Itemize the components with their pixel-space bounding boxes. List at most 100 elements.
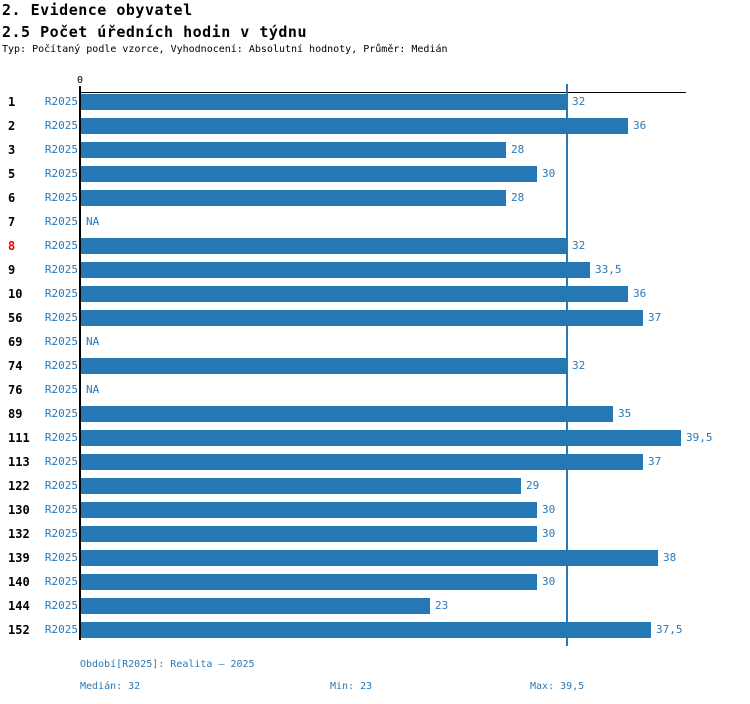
row-id-label: 56 <box>8 311 23 325</box>
row-period-label: R2025 <box>44 263 78 276</box>
row-period-label: R2025 <box>44 335 78 348</box>
row-period-label: R2025 <box>44 191 78 204</box>
row-period-label: R2025 <box>44 527 78 540</box>
footer-median-value: Medián: 32 <box>80 681 141 692</box>
bar <box>81 574 537 590</box>
row-period-label: R2025 <box>44 383 78 396</box>
bar-value-label: 35 <box>618 407 632 420</box>
bar <box>81 430 681 446</box>
row-id-label: 2 <box>8 119 16 133</box>
footer-period-note: Období[R2025]: Realita – 2025 <box>80 659 255 670</box>
row-period-label: R2025 <box>44 119 78 132</box>
row-id-label: 76 <box>8 383 23 397</box>
bar <box>81 166 537 182</box>
bar-value-label: 39,5 <box>686 431 713 444</box>
row-id-label: 6 <box>8 191 16 205</box>
median-reference-line <box>566 84 568 646</box>
na-label: NA <box>86 383 100 396</box>
chart-subtitle: Typ: Počítaný podle vzorce, Vyhodnocení:… <box>2 44 448 55</box>
row-period-label: R2025 <box>44 215 78 228</box>
bar <box>81 262 590 278</box>
row-id-label: 69 <box>8 335 23 349</box>
bar-value-label: 37 <box>648 311 662 324</box>
bar-value-label: 30 <box>542 167 556 180</box>
bar <box>81 550 658 566</box>
bar-value-label: 32 <box>572 239 586 252</box>
row-id-label: 140 <box>8 575 30 589</box>
row-id-label: 8 <box>8 239 16 253</box>
bar <box>81 358 567 374</box>
section-title: 2. Evidence obyvatel <box>2 1 193 19</box>
na-label: NA <box>86 215 100 228</box>
bar <box>81 190 506 206</box>
bar-value-label: 33,5 <box>595 263 622 276</box>
bar-value-label: 36 <box>633 119 647 132</box>
bar <box>81 622 651 638</box>
bar-value-label: 30 <box>542 503 556 516</box>
row-id-label: 1 <box>8 95 16 109</box>
row-period-label: R2025 <box>44 503 78 516</box>
bar <box>81 310 643 326</box>
row-id-label: 3 <box>8 143 16 157</box>
bar-value-label: 23 <box>435 599 449 612</box>
row-id-label: 132 <box>8 527 30 541</box>
row-id-label: 7 <box>8 215 16 229</box>
bar-value-label: 28 <box>511 143 525 156</box>
row-id-label: 89 <box>8 407 23 421</box>
bar-value-label: 37 <box>648 455 662 468</box>
row-id-label: 5 <box>8 167 16 181</box>
row-id-label: 111 <box>8 431 30 445</box>
bar <box>81 478 521 494</box>
bar-value-label: 30 <box>542 527 556 540</box>
footer-max-value: Max: 39,5 <box>530 681 585 692</box>
row-id-label: 144 <box>8 599 30 613</box>
bar-value-label: 32 <box>572 95 586 108</box>
bar <box>81 454 643 470</box>
bar <box>81 286 628 302</box>
row-period-label: R2025 <box>44 311 78 324</box>
row-period-label: R2025 <box>44 407 78 420</box>
y-axis-line <box>79 86 81 640</box>
bar <box>81 502 537 518</box>
bar <box>81 118 628 134</box>
row-id-label: 74 <box>8 359 23 373</box>
bar-value-label: 37,5 <box>656 623 683 636</box>
row-id-label: 113 <box>8 455 30 469</box>
bar-value-label: 32 <box>572 359 586 372</box>
row-id-label: 152 <box>8 623 30 637</box>
bar <box>81 526 537 542</box>
bar <box>81 406 613 422</box>
bar <box>81 94 567 110</box>
row-period-label: R2025 <box>44 623 78 636</box>
row-period-label: R2025 <box>44 551 78 564</box>
row-id-label: 9 <box>8 263 16 277</box>
bar <box>81 142 506 158</box>
row-id-label: 139 <box>8 551 30 565</box>
row-id-label: 130 <box>8 503 30 517</box>
row-period-label: R2025 <box>44 95 78 108</box>
bar-value-label: 29 <box>526 479 540 492</box>
row-period-label: R2025 <box>44 455 78 468</box>
bar-value-label: 30 <box>542 575 556 588</box>
row-period-label: R2025 <box>44 599 78 612</box>
footer-min-value: Min: 23 <box>330 681 373 692</box>
row-period-label: R2025 <box>44 239 78 252</box>
bar <box>81 238 567 254</box>
na-label: NA <box>86 335 100 348</box>
bar <box>81 598 430 614</box>
x-axis-line <box>80 92 686 93</box>
row-period-label: R2025 <box>44 431 78 444</box>
row-period-label: R2025 <box>44 575 78 588</box>
chart-title: 2.5 Počet úředních hodin v týdnu <box>2 23 307 41</box>
bar-value-label: 28 <box>511 191 525 204</box>
row-period-label: R2025 <box>44 287 78 300</box>
bar-value-label: 38 <box>663 551 677 564</box>
row-period-label: R2025 <box>44 167 78 180</box>
row-period-label: R2025 <box>44 479 78 492</box>
row-id-label: 122 <box>8 479 30 493</box>
row-id-label: 10 <box>8 287 23 301</box>
x-axis-origin-tick-label: 0 <box>76 75 84 86</box>
row-period-label: R2025 <box>44 359 78 372</box>
row-period-label: R2025 <box>44 143 78 156</box>
